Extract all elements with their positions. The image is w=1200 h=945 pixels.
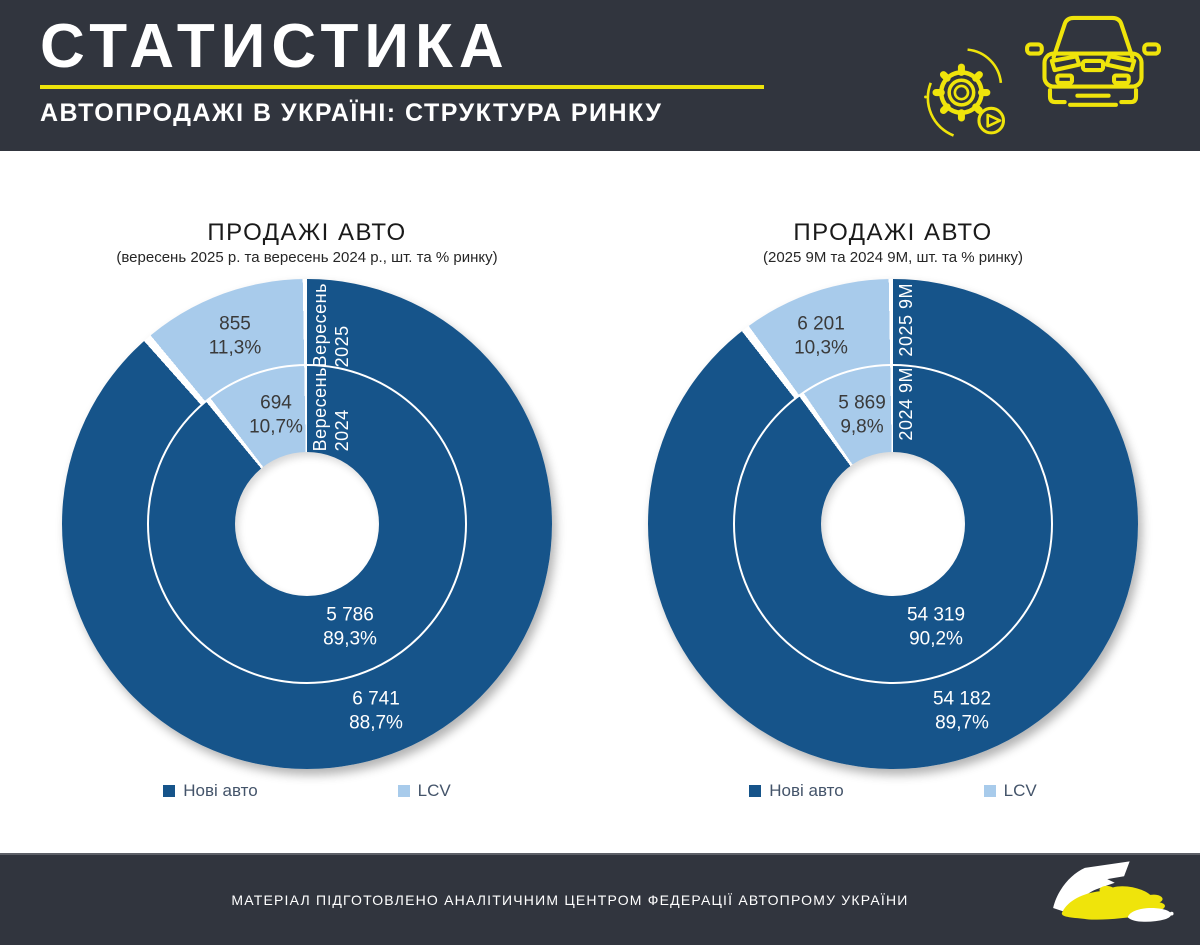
ring-label-2024-9m: 2024 9М: [896, 366, 916, 441]
label-lcv-outer: 855 11,3%: [208, 313, 262, 358]
footer: МАТЕРІАЛ ПІДГОТОВЛЕНО АНАЛІТИЧНИМ ЦЕНТРО…: [0, 853, 1200, 945]
chart-september: ПРОДАЖІ АВТО (вересень 2025 р. та вересе…: [18, 219, 596, 801]
legend-item-new-cars: Нові авто: [163, 781, 258, 801]
gear-play-icon: [922, 42, 1014, 144]
ring-label-2024: Вересень 2024: [310, 366, 352, 452]
ring-label-2025-9m: 2025 9М: [896, 282, 916, 357]
legend-swatch-light: [397, 784, 410, 797]
legend-swatch-light: [983, 784, 996, 797]
charts-area: ПРОДАЖІ АВТО (вересень 2025 р. та вересе…: [0, 151, 1200, 801]
donut-hole: [235, 451, 379, 596]
fau-logo: [1036, 852, 1186, 941]
donut-chart-september: Вересень 2025 Вересень 2024 855 11,3% 69…: [62, 278, 552, 769]
chart-title: ПРОДАЖІ АВТО: [207, 219, 407, 246]
donut-hole: [821, 451, 965, 596]
chart-subtitle: (вересень 2025 р. та вересень 2024 р., ш…: [116, 248, 498, 266]
chart-9m: ПРОДАЖІ АВТО (2025 9М та 2024 9М, шт. та…: [604, 219, 1182, 801]
label-lcv-inner: 694 10,7%: [249, 392, 303, 437]
header: СТАТИСТИКА АВТОПРОДАЖІ В УКРАЇНІ: СТРУКТ…: [0, 0, 1200, 151]
page-title: СТАТИСТИКА: [40, 12, 510, 81]
legend: Нові авто LCV: [163, 781, 451, 801]
label-new-cars-inner: 54 319 90,2%: [906, 604, 966, 649]
chart-title: ПРОДАЖІ АВТО: [793, 219, 993, 246]
label-new-cars-outer: 54 182 89,7%: [932, 688, 992, 733]
accent-divider: [40, 85, 764, 90]
inner-ring-2024: [147, 363, 467, 684]
legend-item-lcv: LCV: [397, 781, 451, 801]
page-subtitle: АВТОПРОДАЖІ В УКРАЇНІ: СТРУКТУРА РИНКУ: [40, 99, 663, 128]
footer-text: МАТЕРІАЛ ПІДГОТОВЛЕНО АНАЛІТИЧНИМ ЦЕНТРО…: [231, 892, 909, 908]
donut-chart-9m: 2025 9М 2024 9М 6 201 10,3% 5 869 9,8% 5…: [648, 278, 1138, 769]
legend-item-new-cars: Нові авто: [749, 781, 844, 801]
header-icons: [922, 6, 1162, 144]
label-new-cars-outer: 6 741 88,7%: [349, 688, 403, 733]
label-lcv-inner: 5 869 9,8%: [838, 392, 886, 437]
legend: Нові авто LCV: [749, 781, 1037, 801]
ring-label-2025: Вересень 2025: [310, 282, 352, 368]
label-new-cars-inner: 5 786 89,3%: [323, 604, 377, 649]
chart-subtitle: (2025 9М та 2024 9М, шт. та % ринку): [763, 248, 1023, 266]
car-icon: [1024, 6, 1162, 114]
legend-item-lcv: LCV: [983, 781, 1037, 801]
legend-swatch-dark: [163, 784, 176, 797]
label-lcv-outer: 6 201 10,3%: [794, 313, 848, 358]
legend-swatch-dark: [749, 784, 762, 797]
